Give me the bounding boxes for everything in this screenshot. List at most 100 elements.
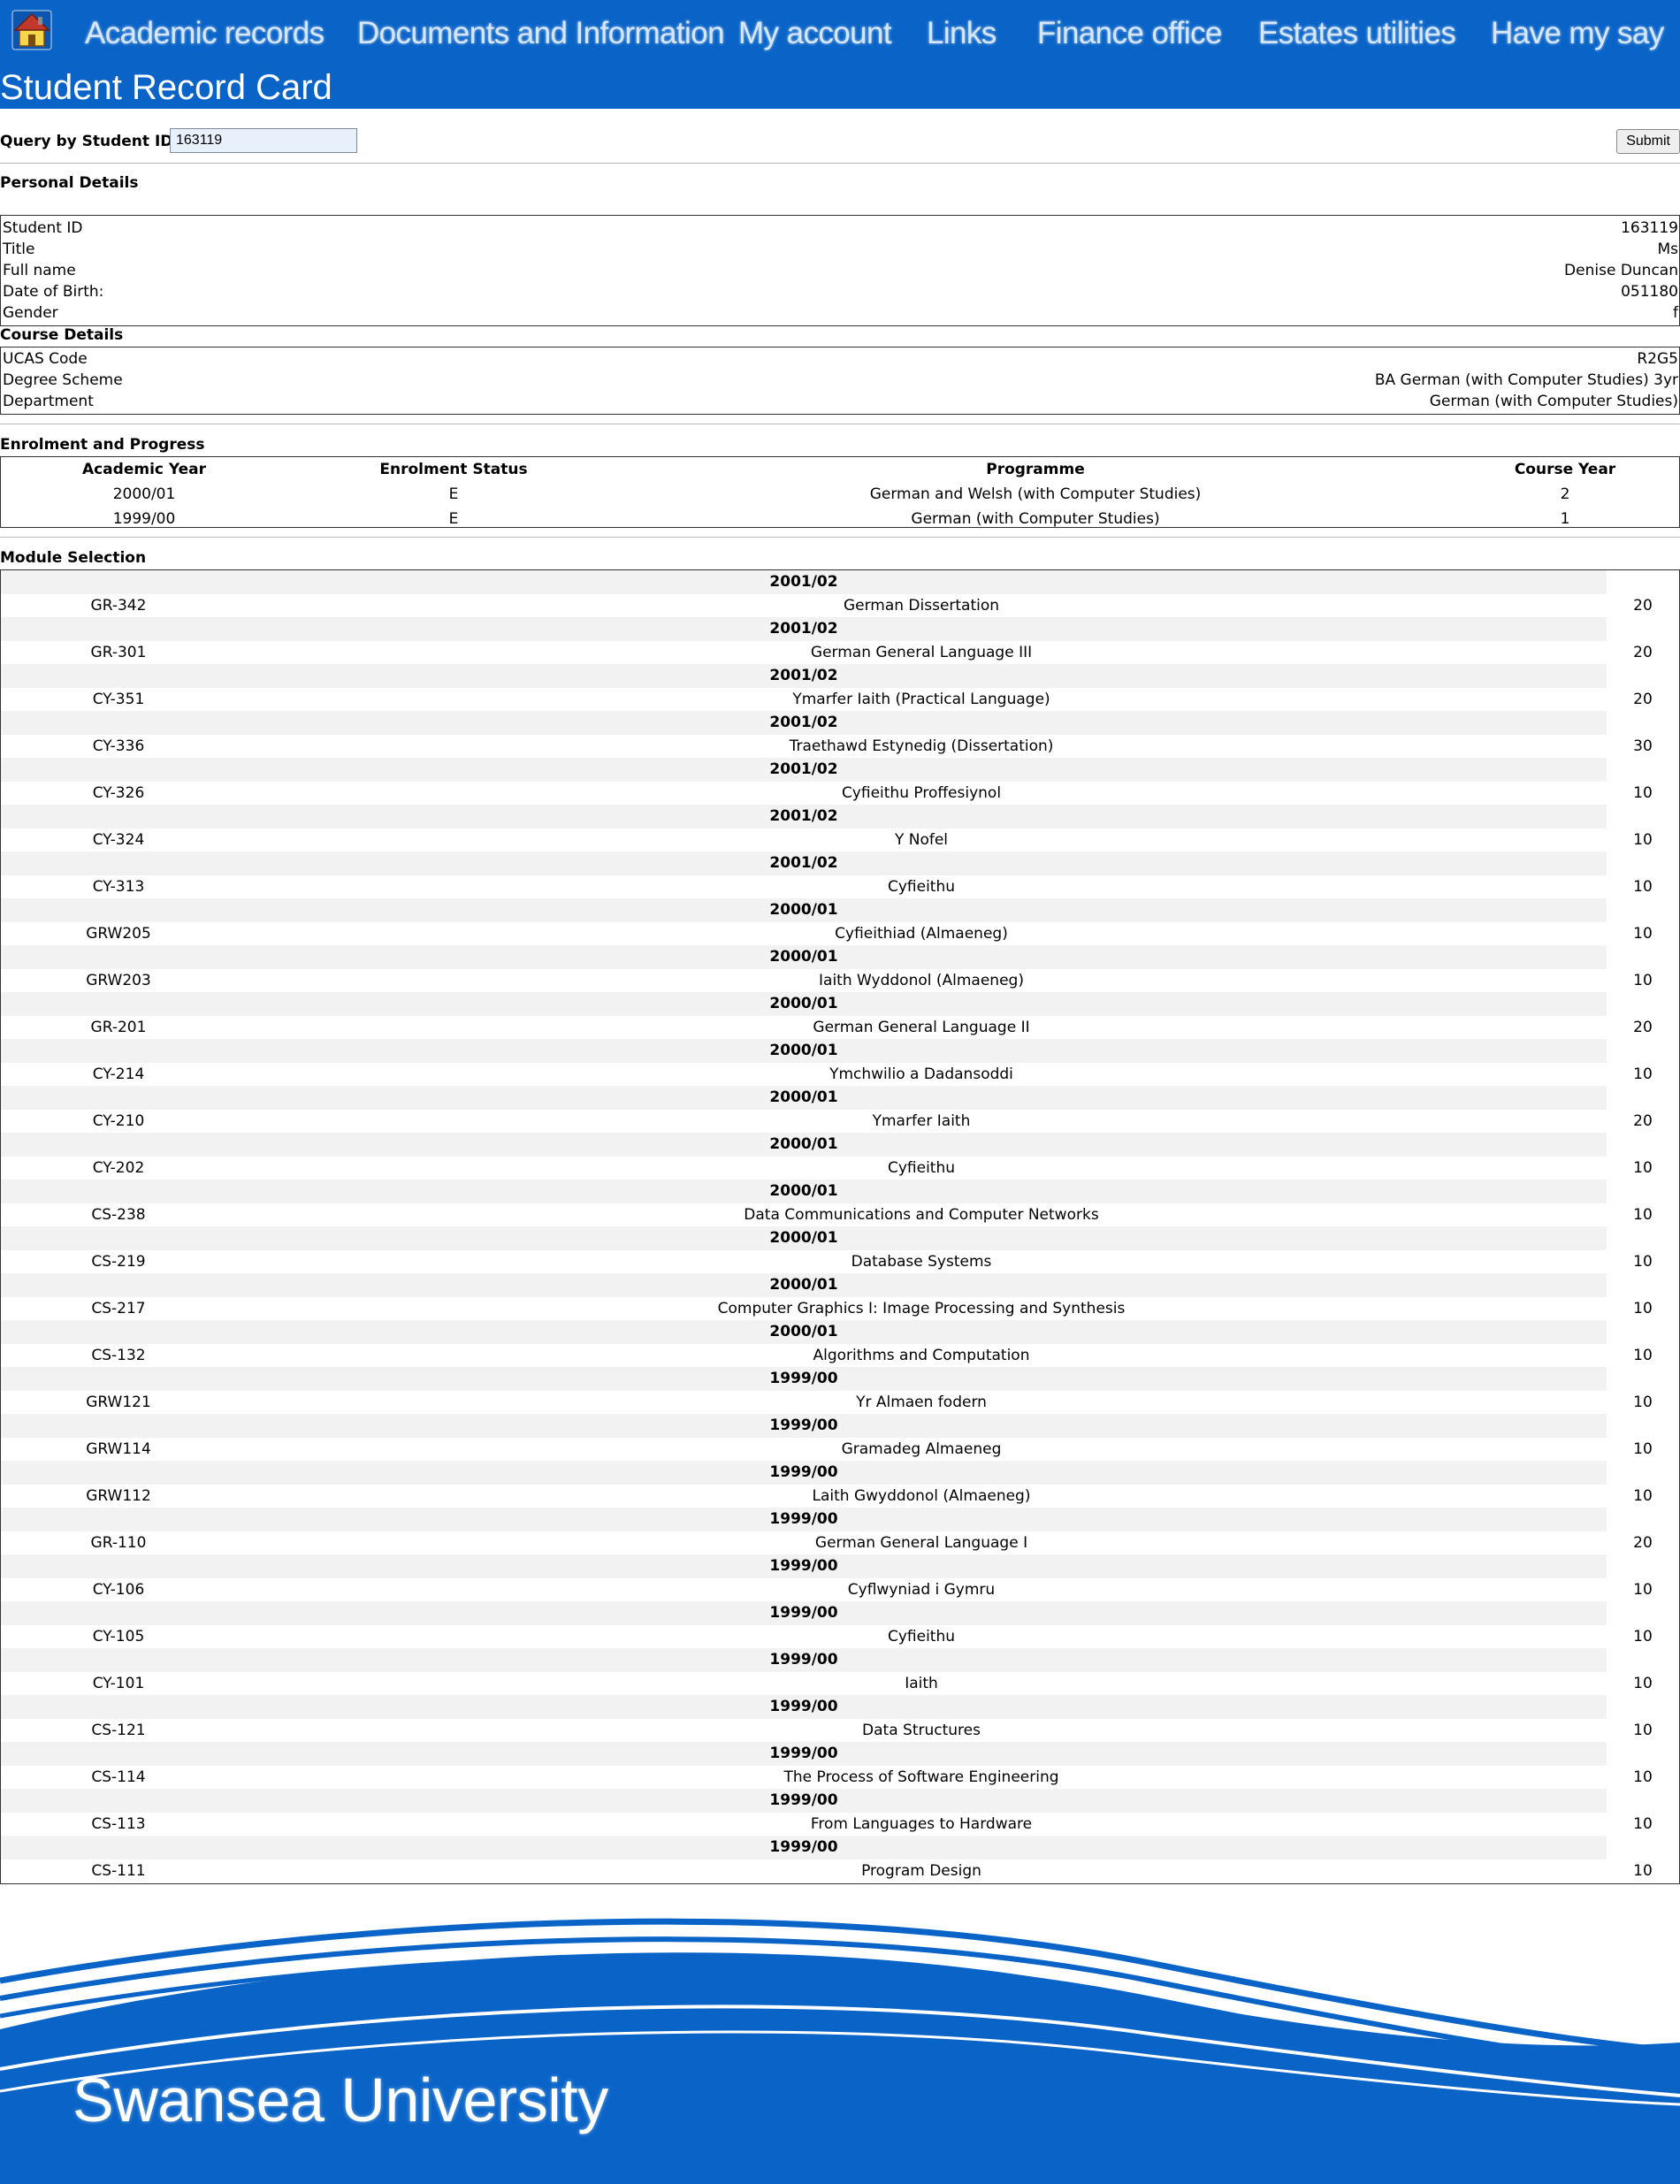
blank-cell [1607, 1601, 1679, 1625]
nav-academic-records[interactable]: Academic records [85, 16, 325, 50]
module-year-row: 2000/01 [1, 898, 1679, 922]
brand-logo-text: Swansea University [73, 2066, 608, 2134]
detail-row: UCAS Code R2G5 [1, 348, 1679, 370]
submit-button[interactable]: Submit [1616, 129, 1680, 154]
blank-cell [1607, 1554, 1679, 1578]
blank-cell [1607, 570, 1679, 594]
academic-year: 2000/01 [112, 485, 176, 503]
module-name: Cyfieithu [887, 1158, 956, 1177]
module-year-row: 1999/00 [1, 1414, 1679, 1438]
module-row: GRW203 Iaith Wyddonol (Almaeneg) 10 [1, 969, 1679, 993]
module-year-row: 2000/01 [1, 1133, 1679, 1157]
blank-cell [1607, 1742, 1679, 1766]
module-row: GRW114 Gramadeg Almaeneg 10 [1, 1438, 1679, 1462]
blank-cell [1607, 945, 1679, 969]
module-name: Ymarfer Iaith [872, 1111, 971, 1130]
module-name: Cyfieithiad (Almaeneg) [835, 924, 1008, 943]
module-year-row: 2000/01 [1, 1273, 1679, 1297]
module-row: GR-342 German Dissertation 20 [1, 594, 1679, 618]
module-year: 2001/02 [1, 617, 1607, 641]
module-row: CS-121 Data Structures 10 [1, 1719, 1679, 1743]
module-year-row: 2000/01 [1, 1086, 1679, 1110]
detail-row: Title Ms [1, 239, 1679, 260]
module-year: 1999/00 [1, 1601, 1607, 1625]
module-year-row: 2001/02 [1, 758, 1679, 782]
home-icon[interactable] [11, 9, 53, 51]
module-code: GRW114 [86, 1439, 151, 1458]
module-selection-heading: Module Selection [0, 549, 147, 567]
detail-value: Denise Duncan [1564, 262, 1678, 279]
module-year: 2001/02 [1, 664, 1607, 688]
module-name: Iaith Wyddonol (Almaeneg) [819, 971, 1024, 989]
module-code: CS-238 [91, 1205, 146, 1224]
module-year-row: 2000/01 [1, 1226, 1679, 1250]
module-name: Ymarfer Iaith (Practical Language) [792, 690, 1050, 708]
module-row: CY-214 Ymchwilio a Dadansoddi 10 [1, 1063, 1679, 1087]
module-year: 1999/00 [1, 1836, 1607, 1859]
module-credits: 10 [1633, 830, 1653, 849]
detail-value: BA German (with Computer Studies) 3yr [1374, 371, 1678, 389]
detail-label: Degree Scheme [3, 371, 123, 389]
module-name: Algorithms and Computation [813, 1346, 1030, 1364]
module-credits: 20 [1633, 643, 1653, 661]
module-year-row: 1999/00 [1, 1695, 1679, 1719]
module-code: CY-101 [92, 1674, 145, 1692]
blank-cell [1607, 1461, 1679, 1485]
module-row: CY-210 Ymarfer Iaith 20 [1, 1110, 1679, 1134]
nav-finance-office[interactable]: Finance office [1037, 16, 1222, 50]
module-row: CY-101 Iaith 10 [1, 1672, 1679, 1696]
blank-cell [1607, 1648, 1679, 1672]
enrolment-header-row: Academic Year Enrolment Status Programme… [1, 457, 1679, 482]
module-name: Laith Gwyddonol (Almaeneg) [812, 1486, 1031, 1505]
module-name: Database Systems [851, 1252, 992, 1271]
module-name: Traethawd Estynedig (Dissertation) [789, 737, 1054, 755]
blank-cell [1607, 805, 1679, 829]
divider [0, 163, 1680, 164]
module-code: CY-106 [92, 1580, 145, 1599]
module-row: GRW112 Laith Gwyddonol (Almaeneg) 10 [1, 1485, 1679, 1508]
module-name: Cyflwyniad i Gymru [847, 1580, 996, 1599]
module-year-row: 1999/00 [1, 1742, 1679, 1766]
module-year-row: 1999/00 [1, 1789, 1679, 1813]
nav-estates-utilities[interactable]: Estates utilities [1258, 16, 1456, 50]
module-name: Program Design [861, 1861, 981, 1880]
module-code: CS-111 [91, 1861, 146, 1880]
module-year-row: 1999/00 [1, 1648, 1679, 1672]
module-year-row: 1999/00 [1, 1367, 1679, 1391]
module-year-row: 2000/01 [1, 1180, 1679, 1203]
blank-cell [1607, 851, 1679, 875]
module-name: Iaith [905, 1674, 938, 1692]
module-year: 1999/00 [1, 1367, 1607, 1391]
module-credits: 10 [1633, 1205, 1653, 1224]
nav-links[interactable]: Links [927, 16, 997, 50]
module-code: CY-105 [92, 1627, 145, 1646]
module-row: GR-301 German General Language III 20 [1, 641, 1679, 665]
table-row: 1999/00 E German (with Computer Studies)… [1, 507, 1679, 531]
module-name: Cyfieithu [887, 1627, 956, 1646]
enrolment-heading: Enrolment and Progress [0, 436, 205, 454]
nav-have-my-say[interactable]: Have my say [1491, 16, 1664, 50]
module-row: CY-313 Cyfieithu 10 [1, 875, 1679, 899]
module-row: CS-111 Program Design 10 [1, 1859, 1679, 1883]
module-year-row: 2001/02 [1, 851, 1679, 875]
nav-my-account[interactable]: My account [738, 16, 892, 50]
module-year-row: 1999/00 [1, 1508, 1679, 1531]
module-year: 2000/01 [1, 1226, 1607, 1250]
detail-value: f [1673, 304, 1678, 322]
blank-cell [1607, 1273, 1679, 1297]
module-credits: 10 [1633, 1768, 1653, 1786]
detail-value: 163119 [1621, 219, 1678, 237]
student-id-input[interactable] [170, 128, 357, 153]
module-row: GR-110 German General Language I 20 [1, 1531, 1679, 1555]
module-year-row: 2001/02 [1, 805, 1679, 829]
module-year: 1999/00 [1, 1695, 1607, 1719]
module-row: GRW121 Yr Almaen fodern 10 [1, 1391, 1679, 1415]
detail-label: Gender [3, 304, 58, 322]
module-code: GRW205 [86, 924, 151, 943]
nav-documents-information[interactable]: Documents and Information [357, 16, 725, 50]
module-year-row: 2000/01 [1, 992, 1679, 1016]
detail-label: Title [3, 241, 35, 258]
module-code: GR-201 [90, 1018, 147, 1036]
module-name: German General Language II [813, 1018, 1030, 1036]
module-year-row: 2001/02 [1, 570, 1679, 594]
